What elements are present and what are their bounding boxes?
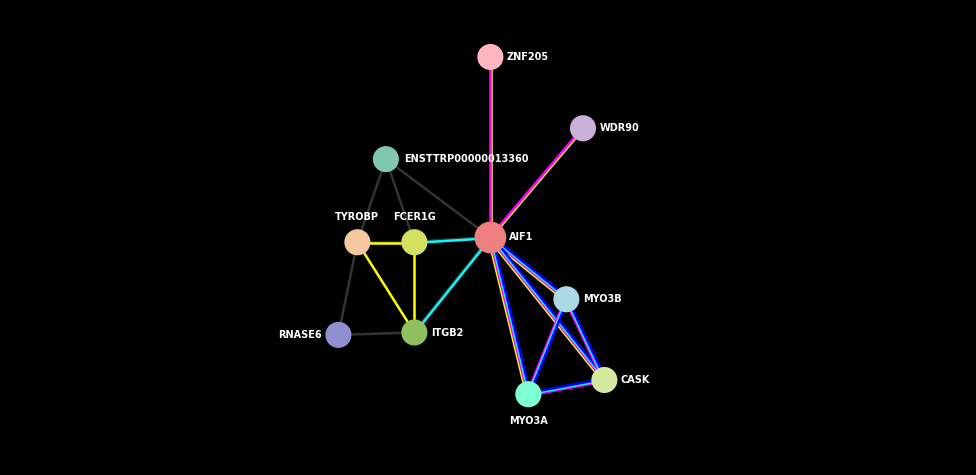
Circle shape: [374, 147, 398, 171]
Circle shape: [592, 368, 617, 392]
Text: AIF1: AIF1: [509, 232, 534, 243]
Circle shape: [478, 45, 503, 69]
Circle shape: [475, 222, 506, 253]
Circle shape: [402, 320, 427, 345]
Circle shape: [346, 230, 370, 255]
Circle shape: [402, 230, 427, 255]
Text: CASK: CASK: [621, 375, 650, 385]
Circle shape: [516, 382, 541, 407]
Text: WDR90: WDR90: [599, 123, 639, 133]
Text: MYO3A: MYO3A: [509, 416, 548, 426]
Text: ITGB2: ITGB2: [431, 327, 464, 338]
Text: FCER1G: FCER1G: [393, 212, 435, 222]
Text: RNASE6: RNASE6: [278, 330, 322, 340]
Circle shape: [571, 116, 595, 141]
Text: ENSTTRP00000013360: ENSTTRP00000013360: [404, 154, 528, 164]
Circle shape: [554, 287, 579, 312]
Circle shape: [326, 323, 350, 347]
Text: MYO3B: MYO3B: [583, 294, 622, 304]
Text: ZNF205: ZNF205: [507, 52, 549, 62]
Text: TYROBP: TYROBP: [336, 212, 380, 222]
